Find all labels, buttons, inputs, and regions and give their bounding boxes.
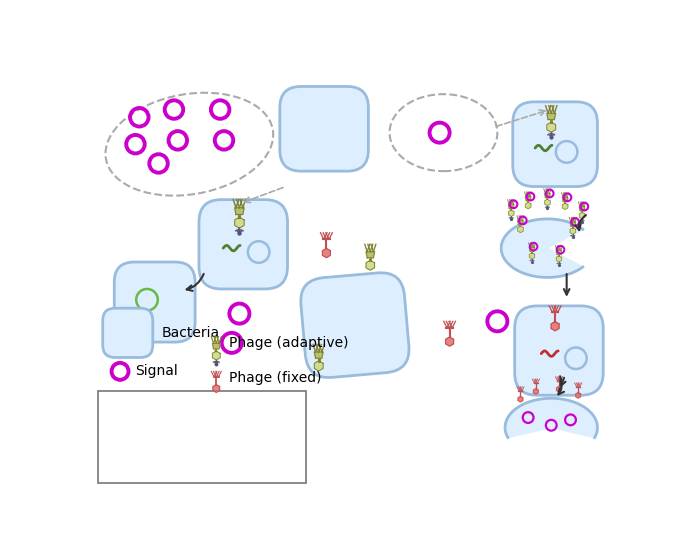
Polygon shape <box>508 204 514 208</box>
FancyBboxPatch shape <box>280 86 368 171</box>
Polygon shape <box>526 202 531 209</box>
Polygon shape <box>501 219 583 277</box>
FancyBboxPatch shape <box>512 102 597 186</box>
Polygon shape <box>517 221 524 225</box>
Polygon shape <box>529 248 535 251</box>
Polygon shape <box>366 260 375 270</box>
FancyBboxPatch shape <box>99 391 307 483</box>
Polygon shape <box>547 122 556 132</box>
Polygon shape <box>323 249 330 258</box>
Polygon shape <box>556 256 561 262</box>
Polygon shape <box>570 222 575 226</box>
Polygon shape <box>314 352 323 358</box>
Polygon shape <box>314 361 323 371</box>
Text: Phage (adaptive): Phage (adaptive) <box>230 336 349 350</box>
FancyBboxPatch shape <box>103 308 153 357</box>
Polygon shape <box>547 113 556 120</box>
Polygon shape <box>525 197 531 200</box>
Text: Phage (fixed): Phage (fixed) <box>230 371 322 385</box>
Polygon shape <box>518 396 523 402</box>
Polygon shape <box>212 343 220 349</box>
Polygon shape <box>545 199 550 206</box>
FancyBboxPatch shape <box>301 273 409 377</box>
FancyBboxPatch shape <box>199 200 288 289</box>
Polygon shape <box>533 389 538 394</box>
FancyBboxPatch shape <box>514 306 603 395</box>
Polygon shape <box>576 393 580 398</box>
Polygon shape <box>213 385 220 393</box>
Polygon shape <box>556 386 561 392</box>
Polygon shape <box>579 207 585 211</box>
Polygon shape <box>562 203 568 209</box>
Polygon shape <box>505 398 597 437</box>
Text: Bacteria: Bacteria <box>162 326 220 340</box>
Polygon shape <box>529 253 535 259</box>
Polygon shape <box>366 251 375 258</box>
Polygon shape <box>213 351 220 360</box>
Polygon shape <box>545 194 550 198</box>
Polygon shape <box>556 250 561 254</box>
FancyBboxPatch shape <box>114 262 195 342</box>
Polygon shape <box>508 210 514 217</box>
Polygon shape <box>551 321 559 331</box>
Polygon shape <box>570 228 575 234</box>
Polygon shape <box>562 198 568 202</box>
Text: Signal: Signal <box>134 365 177 379</box>
Polygon shape <box>446 337 454 346</box>
Polygon shape <box>234 208 244 214</box>
Polygon shape <box>518 226 523 232</box>
Polygon shape <box>234 217 244 228</box>
Polygon shape <box>580 212 584 219</box>
